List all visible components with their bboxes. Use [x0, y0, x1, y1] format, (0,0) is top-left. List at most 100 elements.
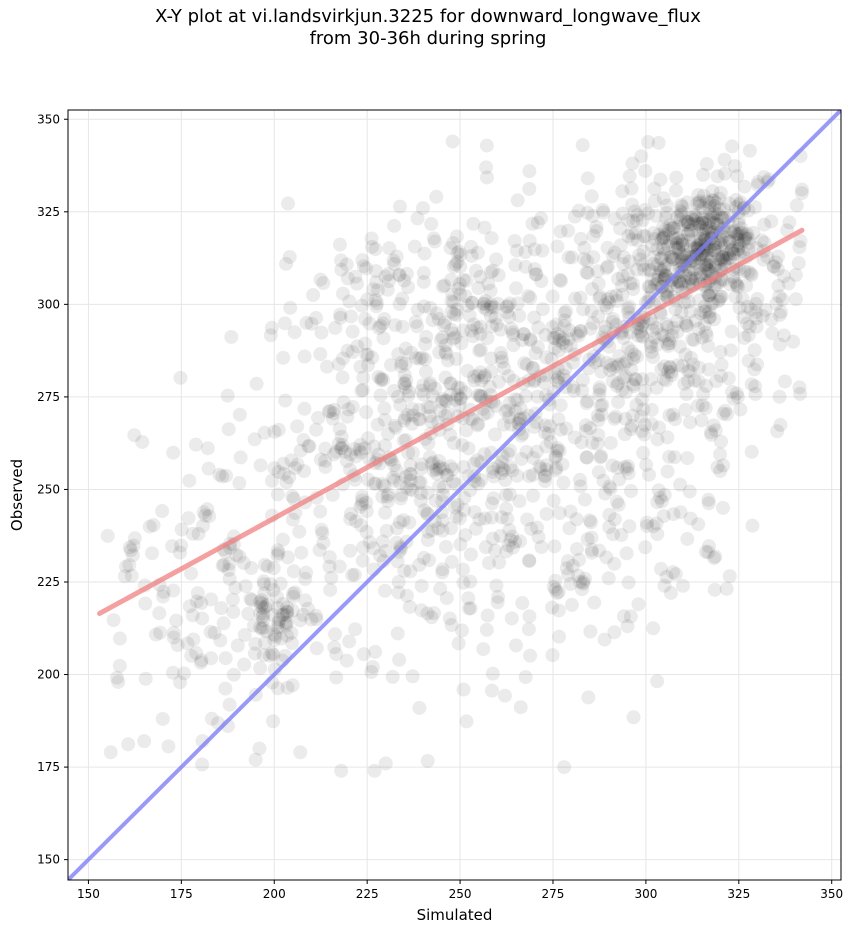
- data-point: [456, 323, 471, 338]
- data-point: [435, 523, 450, 538]
- data-point: [503, 417, 518, 432]
- data-point: [499, 300, 514, 315]
- data-point: [782, 215, 797, 230]
- data-point: [592, 291, 607, 306]
- data-point: [744, 444, 759, 459]
- data-point: [457, 490, 472, 505]
- data-point: [410, 319, 425, 334]
- data-point: [480, 331, 495, 346]
- data-point: [699, 157, 714, 172]
- data-point: [618, 369, 633, 384]
- data-point: [635, 257, 650, 272]
- data-point: [653, 262, 668, 277]
- data-point: [549, 585, 564, 600]
- data-point: [256, 607, 271, 622]
- data-point: [734, 221, 749, 236]
- data-point: [687, 266, 702, 281]
- data-point: [484, 364, 499, 379]
- data-point: [445, 134, 460, 149]
- data-point: [237, 657, 252, 672]
- data-point: [304, 612, 319, 627]
- data-point: [793, 234, 808, 249]
- x-tick-label: 275: [542, 887, 565, 901]
- data-point: [605, 314, 620, 329]
- data-point: [438, 370, 453, 385]
- data-point: [583, 421, 598, 436]
- data-point: [450, 246, 465, 261]
- data-point: [313, 452, 328, 467]
- data-point: [537, 425, 552, 440]
- data-point: [636, 229, 651, 244]
- data-point: [280, 680, 295, 695]
- data-point: [697, 216, 712, 231]
- data-point: [750, 291, 765, 306]
- data-point: [215, 469, 230, 484]
- data-point: [415, 350, 430, 365]
- data-point: [358, 311, 373, 326]
- data-point: [254, 593, 269, 608]
- data-point: [218, 651, 233, 666]
- data-point: [584, 545, 599, 560]
- data-point: [333, 307, 348, 322]
- data-point: [706, 551, 721, 566]
- data-point: [670, 314, 685, 329]
- data-point: [394, 355, 409, 370]
- data-point: [388, 318, 403, 333]
- data-point: [716, 458, 731, 473]
- x-tick-label: 300: [634, 887, 657, 901]
- data-point: [692, 217, 707, 232]
- data-point: [487, 300, 502, 315]
- data-point: [438, 393, 453, 408]
- data-point: [599, 300, 614, 315]
- data-point: [681, 226, 696, 241]
- data-point: [695, 330, 710, 345]
- data-point: [267, 633, 282, 648]
- data-point: [723, 343, 738, 358]
- data-point: [706, 216, 721, 231]
- data-point: [668, 412, 683, 427]
- data-point: [549, 460, 564, 475]
- data-point: [607, 245, 622, 260]
- data-point: [221, 422, 236, 437]
- data-point: [636, 402, 651, 417]
- data-point: [687, 373, 702, 388]
- data-point: [226, 667, 241, 682]
- data-point: [485, 464, 500, 479]
- data-point: [420, 400, 435, 415]
- data-point: [773, 417, 788, 432]
- data-point: [722, 196, 737, 211]
- data-point: [156, 584, 171, 599]
- data-point: [713, 463, 728, 478]
- data-point: [596, 473, 611, 488]
- data-point: [624, 362, 639, 377]
- data-point: [452, 398, 467, 413]
- data-point: [702, 254, 717, 269]
- data-point: [501, 538, 516, 553]
- data-point: [316, 535, 331, 550]
- data-point: [522, 609, 537, 624]
- data-point: [656, 263, 671, 278]
- data-point: [502, 443, 517, 458]
- data-point: [473, 327, 488, 342]
- data-point: [398, 380, 413, 395]
- data-point: [361, 431, 376, 446]
- data-point: [257, 425, 272, 440]
- data-point: [620, 267, 635, 282]
- data-point: [356, 370, 371, 385]
- data-point: [689, 211, 704, 226]
- data-point: [789, 198, 804, 213]
- data-point: [356, 259, 371, 274]
- data-point: [699, 261, 714, 276]
- data-point: [522, 469, 537, 484]
- data-point: [666, 407, 681, 422]
- data-point: [670, 324, 685, 339]
- data-point: [213, 633, 228, 648]
- data-point: [599, 261, 614, 276]
- data-point: [515, 333, 530, 348]
- data-point: [717, 235, 732, 250]
- data-point: [228, 580, 243, 595]
- data-point: [288, 460, 303, 475]
- data-point: [722, 234, 737, 249]
- data-point: [401, 384, 416, 399]
